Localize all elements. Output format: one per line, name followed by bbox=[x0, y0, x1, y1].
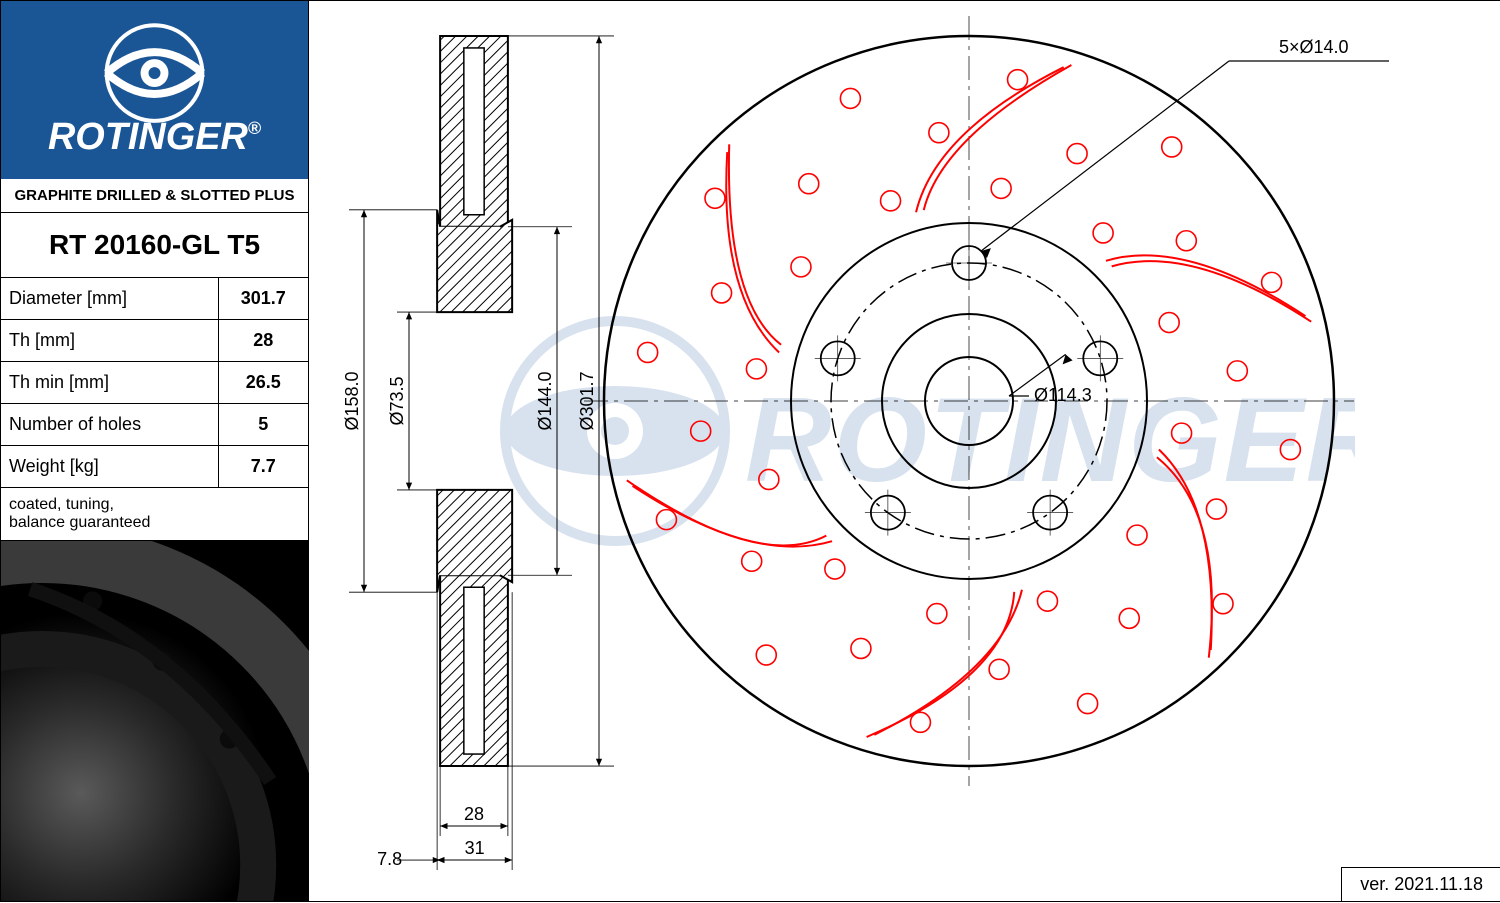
spec-panel: ROTINGER® GRAPHITE DRILLED & SLOTTED PLU… bbox=[1, 1, 309, 901]
table-row: Weight [kg]7.7 bbox=[1, 446, 308, 488]
product-line: GRAPHITE DRILLED & SLOTTED PLUS bbox=[1, 179, 308, 213]
svg-text:31: 31 bbox=[465, 838, 485, 858]
table-row: Diameter [mm]301.7 bbox=[1, 278, 308, 320]
table-row: Th [mm]28 bbox=[1, 320, 308, 362]
part-number: RT 20160-GL T5 bbox=[1, 213, 308, 278]
svg-text:5×Ø14.0: 5×Ø14.0 bbox=[1279, 37, 1349, 57]
svg-text:28: 28 bbox=[464, 804, 484, 824]
spec-value: 7.7 bbox=[218, 446, 308, 488]
svg-text:Ø144.0: Ø144.0 bbox=[535, 371, 555, 430]
spec-value: 5 bbox=[218, 404, 308, 446]
product-notes: coated, tuning, balance guaranteed bbox=[1, 488, 308, 541]
spec-label: Th [mm] bbox=[1, 320, 218, 362]
spec-label: Weight [kg] bbox=[1, 446, 218, 488]
spec-value: 28 bbox=[218, 320, 308, 362]
spec-label: Th min [mm] bbox=[1, 362, 218, 404]
svg-text:Ø158.0: Ø158.0 bbox=[342, 371, 362, 430]
table-row: Number of holes5 bbox=[1, 404, 308, 446]
svg-text:Ø114.3: Ø114.3 bbox=[1034, 385, 1092, 405]
brand-logo: ROTINGER® bbox=[1, 1, 308, 179]
svg-text:7.8: 7.8 bbox=[377, 849, 402, 869]
svg-text:ROTINGER®: ROTINGER® bbox=[48, 116, 262, 158]
spec-value: 301.7 bbox=[218, 278, 308, 320]
table-row: Th min [mm]26.5 bbox=[1, 362, 308, 404]
svg-text:Ø73.5: Ø73.5 bbox=[387, 376, 407, 425]
spec-label: Diameter [mm] bbox=[1, 278, 218, 320]
spec-label: Number of holes bbox=[1, 404, 218, 446]
spec-table: Diameter [mm]301.7 Th [mm]28 Th min [mm]… bbox=[1, 278, 308, 488]
spec-value: 26.5 bbox=[218, 362, 308, 404]
product-photo bbox=[1, 541, 308, 901]
technical-drawing: ROTINGER Ø301.7Ø144.0Ø158.0Ø73.528317.85… bbox=[309, 1, 1500, 901]
